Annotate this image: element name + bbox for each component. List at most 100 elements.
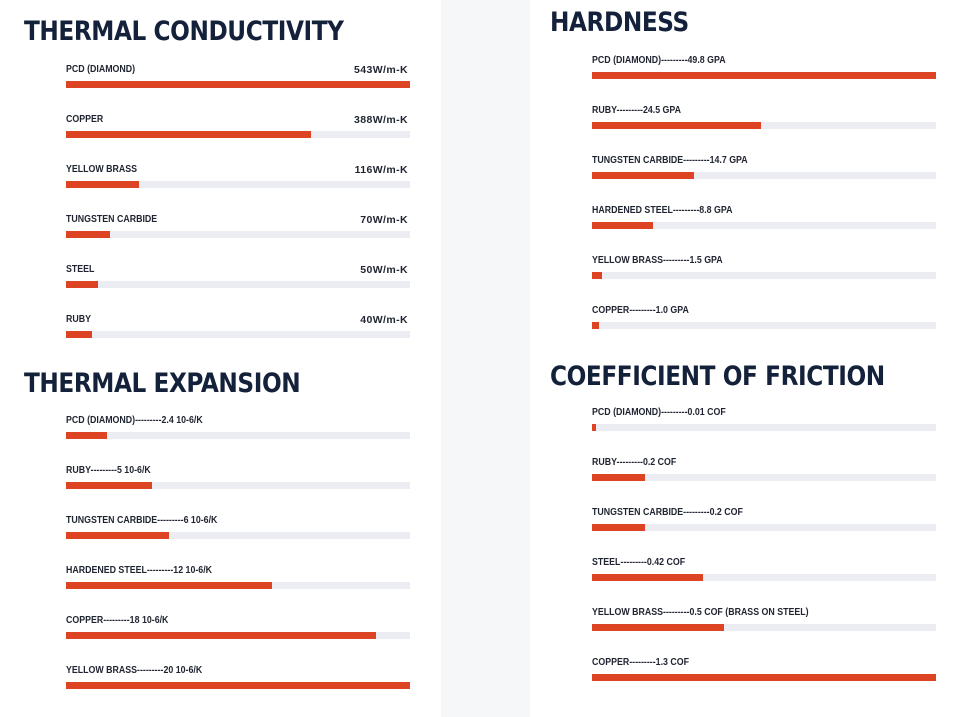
chart-title: HARDNESS [550, 7, 689, 38]
bar-fill [66, 181, 140, 188]
bar-label: PCD (DIAMOND)---------2.4 10-6/K [66, 414, 203, 426]
bar-row: STEEL---------0.42 COF [592, 556, 936, 606]
bar-fill [66, 582, 273, 589]
bar-row: TUNGSTEN CARBIDE---------14.7 GPA [592, 154, 936, 204]
bar-track [66, 582, 410, 589]
bar-label: RUBY [66, 313, 92, 325]
bar-track [66, 331, 410, 338]
bar-value-label: 50W/m-K [360, 264, 408, 276]
bar-fill [66, 81, 410, 88]
bar-track [592, 624, 936, 631]
bar-label: YELLOW BRASS---------1.5 GPA [592, 254, 723, 266]
bar-rows: PCD (DIAMOND) 543W/m-K COPPER 388W/m-K YELLO… [66, 63, 410, 363]
bar-track [592, 72, 936, 79]
bar-row: COPPER 388W/m-K [66, 113, 410, 163]
bar-fill [592, 674, 936, 681]
bar-row: RUBY---------24.5 GPA [592, 104, 936, 154]
bar-label: RUBY---------5 10-6/K [66, 464, 151, 476]
bar-label: COPPER---------1.3 COF [592, 656, 690, 668]
right-panel [530, 0, 966, 717]
bar-label: TUNGSTEN CARBIDE---------6 10-6/K [66, 514, 218, 526]
bar-track [66, 231, 410, 238]
bar-track [592, 424, 936, 431]
bar-value-label: 40W/m-K [360, 314, 408, 326]
bar-label: TUNGSTEN CARBIDE---------14.7 GPA [592, 154, 748, 166]
bar-row: RUBY 40W/m-K [66, 313, 410, 363]
bar-track [66, 131, 410, 138]
bar-fill [592, 222, 653, 229]
bar-row: YELLOW BRASS---------0.5 COF (BRASS ON S… [592, 606, 936, 656]
bar-track [592, 122, 936, 129]
bar-fill [592, 172, 694, 179]
bar-fill [592, 624, 725, 631]
bar-label: PCD (DIAMOND)---------49.8 GPA [592, 54, 726, 66]
bar-track [66, 81, 410, 88]
bar-row: HARDENED STEEL---------12 10-6/K [66, 564, 410, 614]
bar-fill [66, 231, 110, 238]
bar-label: PCD (DIAMOND) [66, 63, 136, 75]
bar-row: TUNGSTEN CARBIDE 70W/m-K [66, 213, 410, 263]
bar-fill [592, 122, 761, 129]
chart-title: COEFFICIENT OF FRICTION [550, 361, 885, 392]
bar-rows: PCD (DIAMOND)---------0.01 COF RUBY------… [592, 406, 936, 706]
bar-label: YELLOW BRASS [66, 163, 138, 175]
chart-title: THERMAL EXPANSION [24, 368, 301, 399]
bar-label: TUNGSTEN CARBIDE [66, 213, 158, 225]
bar-row: TUNGSTEN CARBIDE---------0.2 COF [592, 506, 936, 556]
bar-row: HARDENED STEEL---------8.8 GPA [592, 204, 936, 254]
bar-label: STEEL [66, 263, 95, 275]
bar-label: HARDENED STEEL---------8.8 GPA [592, 204, 733, 216]
bar-track [66, 682, 410, 689]
bar-rows: PCD (DIAMOND)---------49.8 GPA RUBY------… [592, 54, 936, 354]
bar-fill [66, 482, 152, 489]
bar-fill [592, 474, 645, 481]
bar-row: COPPER---------1.3 COF [592, 656, 936, 706]
bar-label: TUNGSTEN CARBIDE---------0.2 COF [592, 506, 743, 518]
bar-value-label: 543W/m-K [354, 64, 408, 76]
bar-label: HARDENED STEEL---------12 10-6/K [66, 564, 213, 576]
bar-row: RUBY---------5 10-6/K [66, 464, 410, 514]
bar-fill [66, 131, 311, 138]
bar-row: COPPER---------18 10-6/K [66, 614, 410, 664]
bar-label: RUBY---------24.5 GPA [592, 104, 682, 116]
bar-track [592, 674, 936, 681]
bar-track [592, 474, 936, 481]
bar-fill [66, 682, 410, 689]
bar-track [592, 322, 936, 329]
bar-row: COPPER---------1.0 GPA [592, 304, 936, 354]
bar-row: PCD (DIAMOND)---------49.8 GPA [592, 54, 936, 104]
bar-value-label: 116W/m-K [354, 164, 408, 176]
bar-fill [592, 322, 599, 329]
bar-row: YELLOW BRASS---------1.5 GPA [592, 254, 936, 304]
bar-fill [592, 272, 603, 279]
bar-fill [592, 574, 704, 581]
bar-row: PCD (DIAMOND) 543W/m-K [66, 63, 410, 113]
bar-track [66, 432, 410, 439]
bar-track [592, 172, 936, 179]
bar-row: RUBY---------0.2 COF [592, 456, 936, 506]
bar-row: STEEL 50W/m-K [66, 263, 410, 313]
bar-fill [66, 632, 376, 639]
bar-fill [592, 72, 936, 79]
bar-row: PCD (DIAMOND)---------2.4 10-6/K [66, 414, 410, 464]
bar-row: TUNGSTEN CARBIDE---------6 10-6/K [66, 514, 410, 564]
bar-label: COPPER [66, 113, 104, 125]
bar-track [66, 632, 410, 639]
bar-fill [66, 281, 98, 288]
bar-fill [66, 432, 108, 439]
bar-track [66, 181, 410, 188]
bar-track [66, 281, 410, 288]
bar-label: YELLOW BRASS---------0.5 COF (BRASS ON S… [592, 606, 809, 618]
bar-label: COPPER---------18 10-6/K [66, 614, 169, 626]
bar-label: PCD (DIAMOND)---------0.01 COF [592, 406, 726, 418]
bar-row: YELLOW BRASS---------20 10-6/K [66, 664, 410, 714]
bar-label: RUBY---------0.2 COF [592, 456, 677, 468]
bar-value-label: 70W/m-K [360, 214, 408, 226]
bar-track [592, 272, 936, 279]
bar-track [592, 574, 936, 581]
bar-track [592, 222, 936, 229]
left-panel [0, 0, 441, 717]
bar-row: PCD (DIAMOND)---------0.01 COF [592, 406, 936, 456]
bar-label: COPPER---------1.0 GPA [592, 304, 689, 316]
bar-row: YELLOW BRASS 116W/m-K [66, 163, 410, 213]
